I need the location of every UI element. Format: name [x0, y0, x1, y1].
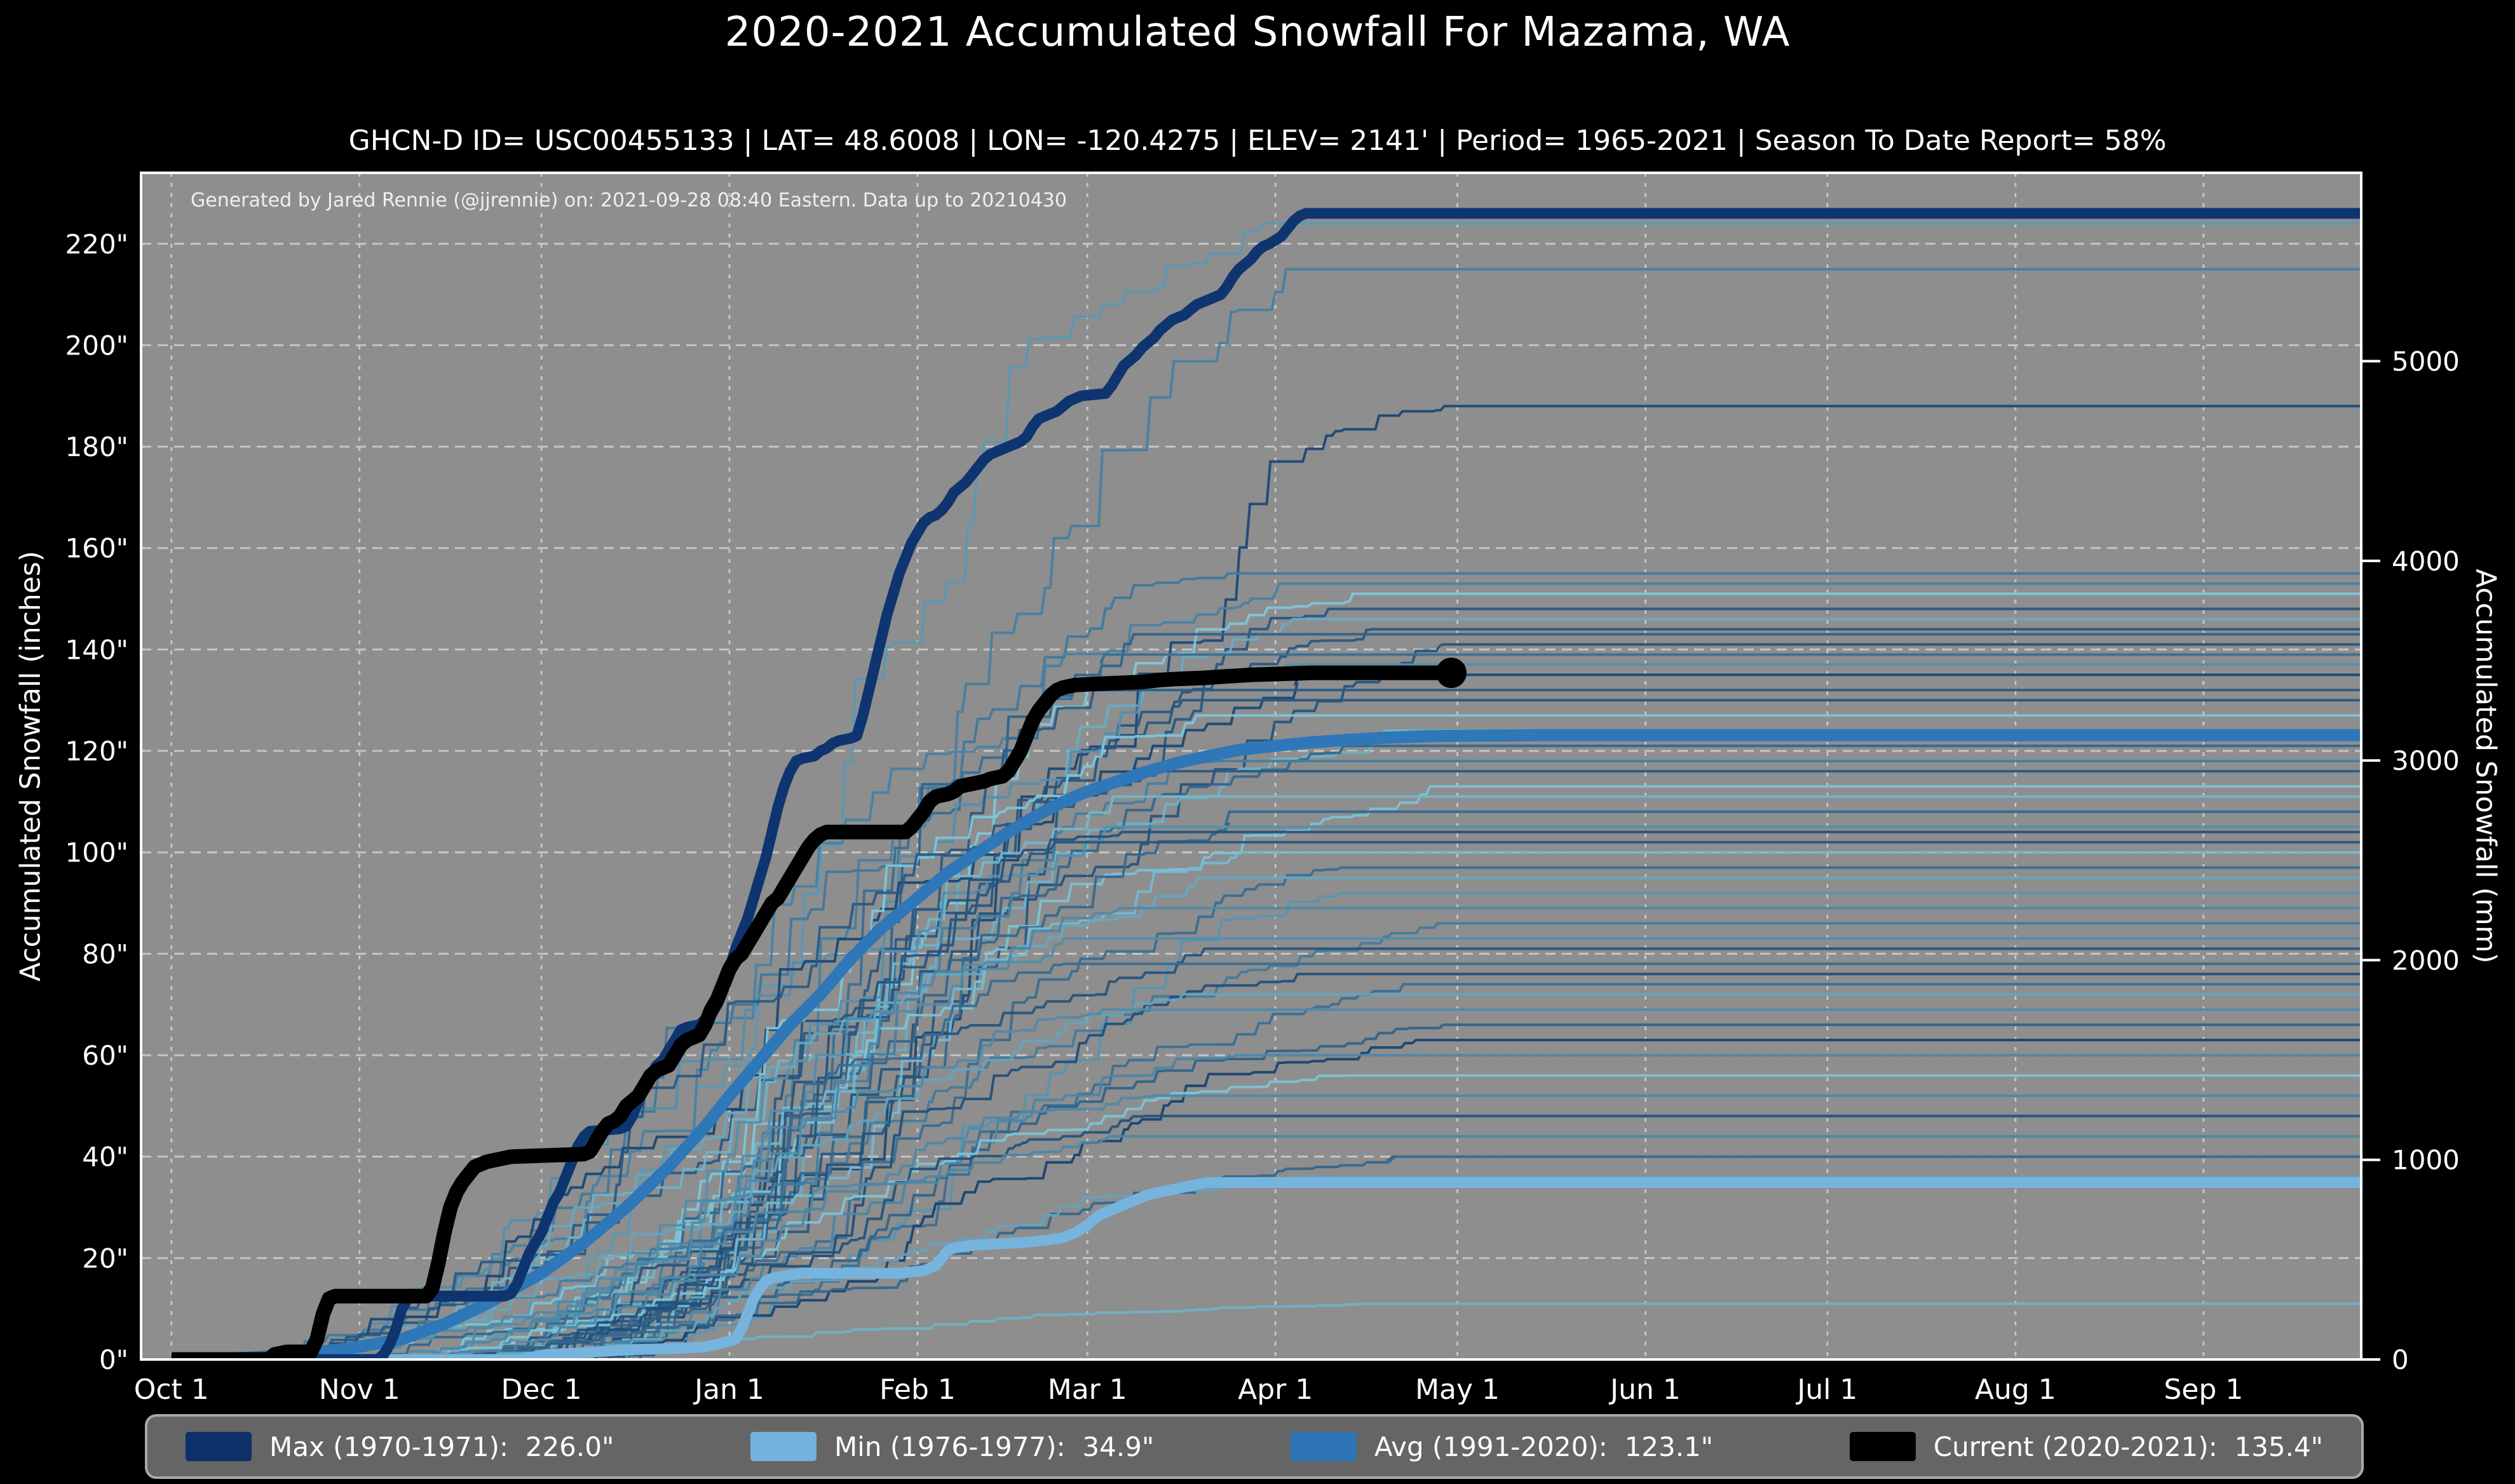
y-axis-tick-label: 4000 [2392, 546, 2460, 577]
season-line [141, 1008, 2361, 1359]
max-line [171, 208, 2361, 1359]
y-axis-tick-label: 80" [82, 938, 128, 969]
season-line [141, 973, 2361, 1359]
season-line [141, 1074, 2361, 1359]
x-axis-tick-label: Dec 1 [501, 1373, 582, 1406]
legend-label: Min (1976-1977): 34.9" [834, 1431, 1155, 1462]
x-axis-tick-label: Jul 1 [1795, 1373, 1857, 1406]
x-axis-tick-label: Feb 1 [879, 1373, 956, 1406]
legend-swatch [1290, 1432, 1357, 1461]
y-axis-tick-label: 3000 [2392, 745, 2460, 776]
y-axis-tick-label: 140" [65, 634, 128, 665]
y-axis-left-ticks: 0" 20" 40" 60" 80" 100" 120" 140" 160" 180" 200" 22… [65, 229, 128, 1375]
min-line [171, 1177, 2361, 1359]
x-axis-tick-label: May 1 [1415, 1373, 1500, 1406]
legend-swatch [1849, 1432, 1916, 1461]
x-axis-tick-label: Oct 1 [134, 1373, 209, 1406]
legend-item: Avg (1991-2020): 123.1" [1290, 1431, 1714, 1462]
legend-item: Current (2020-2021): 135.4" [1849, 1431, 2323, 1462]
legend: Max (1970-1971): 226.0" Min (1976-1977): … [145, 1414, 2364, 1479]
legend-swatch [750, 1432, 817, 1461]
x-axis-tick-label: Mar 1 [1048, 1373, 1127, 1406]
season-lines [141, 222, 2361, 1359]
current-line [171, 665, 1451, 1359]
y-axis-tick-label: 5000 [2392, 346, 2460, 377]
season-line [141, 592, 2361, 1359]
season-line [141, 699, 2361, 1359]
y-axis-tick-label: 40" [82, 1142, 128, 1173]
x-axis-tick-label: Jun 1 [1608, 1373, 1681, 1406]
avg-line [171, 729, 2361, 1359]
season-line [141, 222, 2361, 1359]
x-axis-tick-label: Sep 1 [2164, 1373, 2243, 1406]
legend-item: Min (1976-1977): 34.9" [750, 1431, 1154, 1462]
y-axis-tick-label: 180" [65, 431, 128, 462]
x-axis-tick-label: Nov 1 [319, 1373, 400, 1406]
y-axis-tick-label: 1000 [2392, 1145, 2460, 1176]
y-axis-tick-label: 20" [82, 1243, 128, 1274]
season-line [141, 962, 2361, 1359]
season-line [141, 1023, 2361, 1359]
season-line [141, 876, 2361, 1359]
legend-item: Max (1970-1971): 226.0" [186, 1431, 614, 1462]
season-line [141, 745, 2361, 1359]
season-line [141, 582, 2361, 1359]
season-line [141, 993, 2361, 1359]
y-axis-tick-label: 220" [65, 229, 128, 260]
legend-label: Max (1970-1971): 226.0" [269, 1431, 614, 1462]
y-axis-tick-label: 200" [65, 330, 128, 361]
y-axis-right-title: Accumulated Snowfall (mm) [2469, 569, 2502, 964]
season-line [141, 1094, 2361, 1359]
y-axis-tick-label: 2000 [2392, 945, 2460, 976]
chart-subtitle: GHCN-D ID= USC00455133 | LAT= 48.6008 | … [348, 125, 2167, 157]
y-axis-tick-label: 0 [2392, 1344, 2409, 1375]
legend-swatch [186, 1432, 252, 1461]
y-axis-tick-label: 160" [65, 533, 128, 564]
y-axis-tick-label: 100" [65, 837, 128, 868]
credit-annotation: Generated by Jared Rennie (@jjrennie) on… [191, 189, 1067, 212]
season-line [141, 891, 2361, 1359]
season-line [141, 633, 2361, 1359]
plot-border [140, 172, 2362, 1361]
y-axis-right-ticks: 0 1000 2000 3000 4000 5000 [2361, 346, 2460, 1375]
x-axis-tick-label: Apr 1 [1238, 1373, 1313, 1406]
legend-label: Current (2020-2021): 135.4" [1933, 1431, 2323, 1462]
x-axis-tick-label: Aug 1 [1975, 1373, 2056, 1406]
y-axis-tick-label: 120" [65, 736, 128, 767]
y-axis-tick-label: 0" [99, 1344, 128, 1375]
season-line [141, 866, 2361, 1359]
current-end-marker [1436, 658, 1467, 689]
season-line [141, 907, 2361, 1359]
main-lines [171, 208, 2361, 1359]
x-axis-ticks: Oct 1 Nov 1 Dec 1 Jan 1 Feb 1 Mar 1 Apr 1 May 1… [134, 1373, 2244, 1406]
legend-label: Avg (1991-2020): 123.1" [1374, 1431, 1714, 1462]
season-line [141, 572, 2361, 1359]
page-title: 2020-2021 Accumulated Snowfall For Mazam… [724, 9, 1791, 56]
season-line [141, 840, 2361, 1359]
x-axis-tick-label: Jan 1 [693, 1373, 764, 1406]
y-axis-tick-label: 60" [82, 1040, 128, 1071]
season-line [141, 1054, 2361, 1359]
y-axis-left-title: Accumulated Snowfall (inches) [14, 551, 47, 981]
